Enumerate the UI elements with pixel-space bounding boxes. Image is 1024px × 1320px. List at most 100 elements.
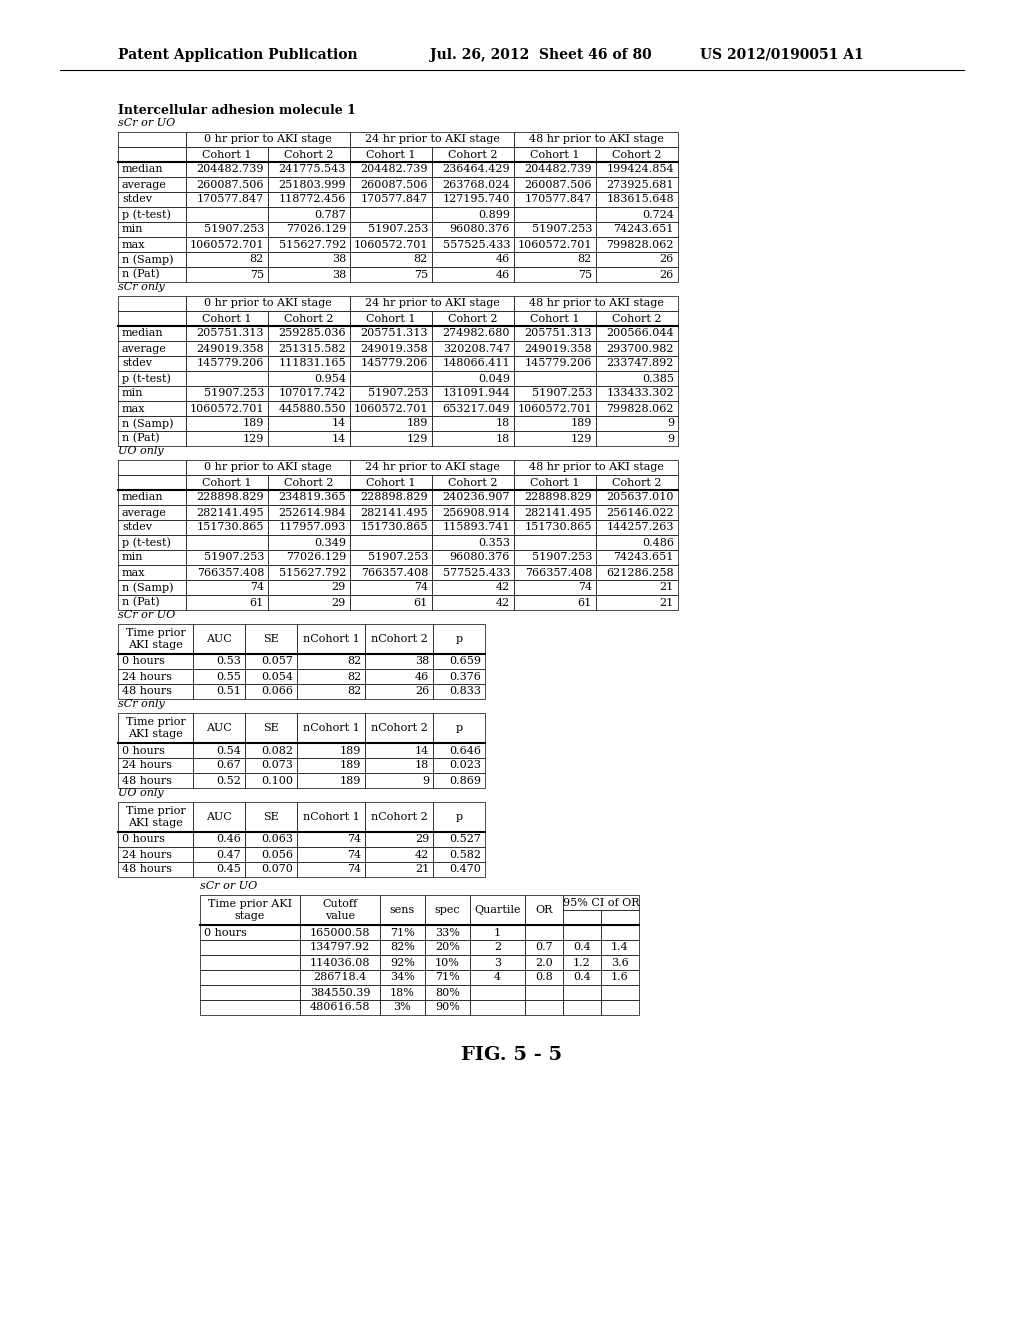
Bar bbox=[186, 416, 268, 432]
Bar bbox=[200, 954, 300, 970]
Bar bbox=[432, 252, 514, 267]
Bar bbox=[200, 895, 300, 925]
Bar bbox=[118, 550, 186, 565]
Text: 24 hr prior to AKI stage: 24 hr prior to AKI stage bbox=[365, 298, 500, 309]
Bar bbox=[596, 535, 678, 550]
Text: max: max bbox=[122, 404, 145, 413]
Text: 51907.253: 51907.253 bbox=[531, 224, 592, 235]
Bar bbox=[297, 684, 365, 700]
Bar bbox=[563, 909, 601, 925]
Bar bbox=[297, 713, 365, 743]
Text: 107017.742: 107017.742 bbox=[279, 388, 346, 399]
Bar bbox=[470, 1001, 525, 1015]
Bar bbox=[350, 565, 432, 579]
Bar bbox=[432, 595, 514, 610]
Bar bbox=[350, 490, 432, 506]
Bar bbox=[186, 296, 350, 312]
Bar bbox=[297, 743, 365, 758]
Bar bbox=[268, 595, 350, 610]
Text: 48 hr prior to AKI stage: 48 hr prior to AKI stage bbox=[528, 135, 664, 144]
Bar bbox=[514, 401, 596, 416]
Text: 1.6: 1.6 bbox=[611, 973, 629, 982]
Bar bbox=[432, 565, 514, 579]
Bar bbox=[245, 862, 297, 876]
Bar bbox=[118, 401, 186, 416]
Bar bbox=[200, 985, 300, 1001]
Text: 82: 82 bbox=[578, 255, 592, 264]
Text: 51907.253: 51907.253 bbox=[368, 553, 428, 562]
Text: 48 hours: 48 hours bbox=[122, 865, 172, 874]
Text: Jul. 26, 2012  Sheet 46 of 80: Jul. 26, 2012 Sheet 46 of 80 bbox=[430, 48, 651, 62]
Bar bbox=[596, 475, 678, 490]
Text: 766357.408: 766357.408 bbox=[524, 568, 592, 578]
Text: nCohort 2: nCohort 2 bbox=[371, 812, 427, 822]
Text: 0 hours: 0 hours bbox=[204, 928, 247, 937]
Text: 228898.829: 228898.829 bbox=[197, 492, 264, 503]
Bar bbox=[350, 207, 432, 222]
Text: n (Samp): n (Samp) bbox=[122, 255, 173, 265]
Text: 48 hr prior to AKI stage: 48 hr prior to AKI stage bbox=[528, 462, 664, 473]
Text: 129: 129 bbox=[570, 433, 592, 444]
Text: spec: spec bbox=[434, 906, 461, 915]
Text: 0.7: 0.7 bbox=[536, 942, 553, 953]
Bar bbox=[514, 579, 596, 595]
Text: 263768.024: 263768.024 bbox=[442, 180, 510, 190]
Bar bbox=[268, 371, 350, 385]
Text: 0.787: 0.787 bbox=[314, 210, 346, 219]
Text: 51907.253: 51907.253 bbox=[204, 553, 264, 562]
Text: Cohort 2: Cohort 2 bbox=[285, 149, 334, 160]
Text: 33%: 33% bbox=[435, 928, 460, 937]
Text: 18: 18 bbox=[496, 418, 510, 429]
Text: 189: 189 bbox=[340, 760, 361, 771]
Text: 148066.411: 148066.411 bbox=[442, 359, 510, 368]
Text: 96080.376: 96080.376 bbox=[450, 553, 510, 562]
Bar bbox=[596, 385, 678, 401]
Text: 9: 9 bbox=[667, 418, 674, 429]
Text: max: max bbox=[122, 568, 145, 578]
Text: nCohort 1: nCohort 1 bbox=[303, 812, 359, 822]
Text: 75: 75 bbox=[250, 269, 264, 280]
Bar bbox=[268, 207, 350, 222]
Text: 766357.408: 766357.408 bbox=[197, 568, 264, 578]
Text: 0.470: 0.470 bbox=[450, 865, 481, 874]
Text: 0.4: 0.4 bbox=[573, 973, 591, 982]
Text: Cohort 1: Cohort 1 bbox=[530, 149, 580, 160]
Bar bbox=[563, 895, 639, 909]
Text: 282141.495: 282141.495 bbox=[524, 507, 592, 517]
Bar bbox=[350, 312, 432, 326]
Bar bbox=[601, 909, 639, 925]
Text: Cohort 1: Cohort 1 bbox=[367, 149, 416, 160]
Text: 14: 14 bbox=[332, 433, 346, 444]
Text: 74: 74 bbox=[347, 850, 361, 859]
Bar bbox=[350, 459, 514, 475]
Bar bbox=[596, 252, 678, 267]
Text: 117957.093: 117957.093 bbox=[279, 523, 346, 532]
Bar bbox=[186, 191, 268, 207]
Text: 0 hours: 0 hours bbox=[122, 656, 165, 667]
Bar bbox=[245, 684, 297, 700]
Bar bbox=[193, 624, 245, 653]
Bar bbox=[245, 758, 297, 774]
Bar bbox=[365, 743, 433, 758]
Text: 204482.739: 204482.739 bbox=[360, 165, 428, 174]
Bar bbox=[268, 550, 350, 565]
Text: 577525.433: 577525.433 bbox=[442, 568, 510, 578]
Bar bbox=[525, 925, 563, 940]
Bar bbox=[514, 191, 596, 207]
Bar bbox=[350, 147, 432, 162]
Bar bbox=[470, 895, 525, 925]
Text: 0.52: 0.52 bbox=[216, 776, 241, 785]
Bar bbox=[200, 940, 300, 954]
Text: 260087.506: 260087.506 bbox=[197, 180, 264, 190]
Bar bbox=[186, 326, 268, 341]
Bar bbox=[350, 132, 514, 147]
Text: 145779.206: 145779.206 bbox=[197, 359, 264, 368]
Bar bbox=[268, 356, 350, 371]
Bar bbox=[470, 985, 525, 1001]
Bar bbox=[433, 669, 485, 684]
Text: n (Samp): n (Samp) bbox=[122, 582, 173, 593]
Bar bbox=[186, 475, 268, 490]
Bar bbox=[514, 147, 596, 162]
Text: 74: 74 bbox=[250, 582, 264, 593]
Text: 0.063: 0.063 bbox=[261, 834, 293, 845]
